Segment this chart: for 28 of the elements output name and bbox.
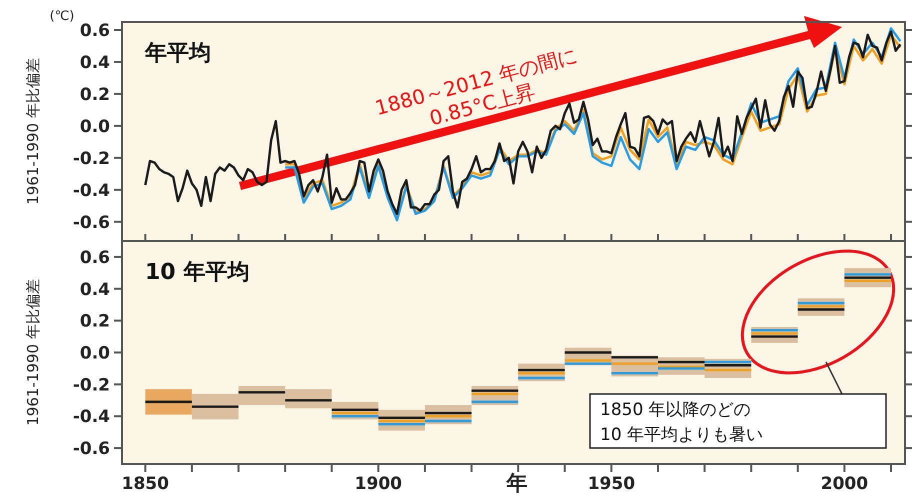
text: 10 年平均 [145, 260, 250, 285]
y-tick-label: -0.4 [72, 407, 110, 428]
x-tick-label: 1950 [588, 474, 636, 494]
y-tick-label: -0.2 [72, 375, 110, 396]
y-tick-label: 0.6 [80, 20, 110, 41]
y-tick-label: 0.6 [80, 248, 110, 268]
y-tick-label: 0.2 [80, 84, 110, 105]
y-tick-label: 0.0 [80, 344, 110, 364]
bar [145, 389, 192, 415]
y-tick-label: -0.6 [72, 212, 110, 233]
line-series [144, 30, 902, 216]
y-axis-title: 1961-1990 年比偏差 [24, 279, 42, 426]
y-axis-title: 1961-1990 年比偏差 [24, 58, 42, 205]
annotation: 1850 年以降のどの 10 年平均よりも暑い [600, 400, 764, 445]
y-tick-label: 0.0 [80, 116, 110, 137]
x-axis-title: 年 [506, 471, 528, 495]
y-tick-label: -0.2 [72, 148, 110, 169]
y-tick-label: 0.4 [80, 52, 110, 73]
x-tick-label: 1900 [354, 474, 402, 494]
x-tick-label: 2000 [820, 474, 868, 494]
y-tick-label: 0.4 [80, 280, 110, 300]
x-tick-label: 1850 [122, 474, 170, 494]
annotation: 1880～2012 年の間に 0.85°C上昇 [372, 42, 580, 130]
y-tick-label: -0.4 [72, 180, 110, 201]
y-tick-label: -0.6 [72, 439, 110, 460]
text: 年平均 [144, 41, 211, 66]
text: (℃) [50, 9, 74, 24]
y-tick-label: 0.2 [80, 312, 110, 332]
